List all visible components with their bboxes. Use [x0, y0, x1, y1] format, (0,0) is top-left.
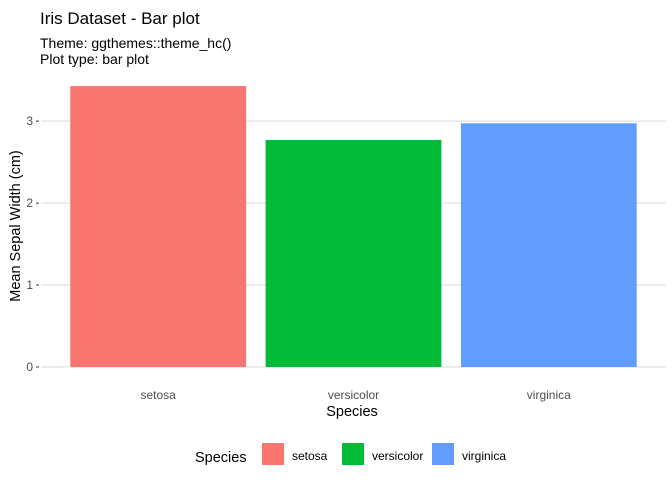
x-axis-title: Species: [326, 404, 378, 420]
y-tick-label: 2: [26, 196, 33, 210]
bars: [70, 86, 637, 367]
x-axis: setosa versicolor virginica: [141, 388, 572, 402]
y-axis-title: Mean Sepal Width (cm): [8, 150, 24, 302]
legend-label-versicolor: versicolor: [372, 449, 423, 463]
y-tick-label: 3: [26, 114, 33, 128]
chart-subtitle-line-1: Theme: ggthemes::theme_hc(): [40, 35, 231, 51]
chart-title: Iris Dataset - Bar plot: [40, 9, 200, 28]
y-tick-label: 1: [26, 278, 33, 292]
legend-label-setosa: setosa: [292, 449, 328, 463]
bar-setosa: [70, 86, 247, 367]
y-axis: 0 1 2 3: [26, 114, 39, 374]
x-tick-label: versicolor: [328, 388, 379, 402]
legend-title: Species: [195, 450, 247, 466]
legend-key-virginica: [432, 443, 454, 465]
legend-key-setosa: [262, 443, 284, 465]
chart-subtitle-line-2: Plot type: bar plot: [40, 51, 149, 67]
x-tick-label: virginica: [527, 388, 571, 402]
y-tick-label: 0: [26, 360, 33, 374]
bar-virginica: [460, 123, 637, 367]
legend-label-virginica: virginica: [462, 449, 506, 463]
bar-versicolor: [265, 140, 442, 367]
x-tick-label: setosa: [141, 388, 177, 402]
legend-key-versicolor: [342, 443, 364, 465]
legend: Species setosa versicolor virginica: [195, 443, 506, 466]
